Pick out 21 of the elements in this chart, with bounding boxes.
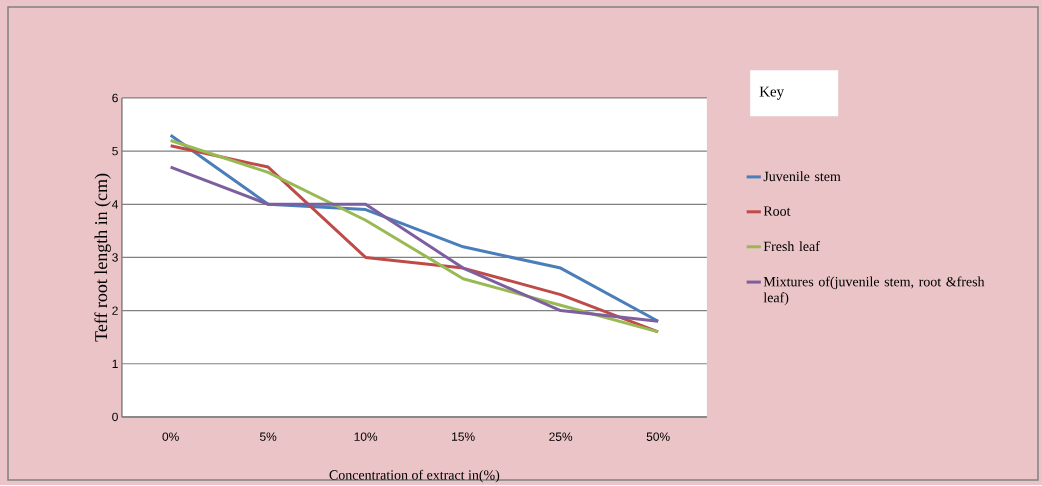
legend-label: Juvenile stem	[763, 171, 841, 182]
x-axis-title: Concentration of extract in(%)	[329, 469, 500, 483]
x-tick-label: 50%	[646, 432, 670, 441]
x-tick-label: 0%	[162, 432, 179, 441]
y-tick-label: 3	[112, 253, 118, 262]
legend-title: Key	[759, 86, 785, 100]
x-tick-label: 15%	[452, 432, 475, 441]
legend-label: Fresh leaf	[763, 241, 820, 252]
x-tick-label: 5%	[259, 432, 277, 441]
y-tick-label: 1	[112, 359, 118, 368]
y-tick-label: 2	[112, 306, 118, 315]
x-tick-label: 25%	[549, 432, 573, 441]
line-series	[169, 165, 660, 323]
x-tick-label: 10%	[354, 432, 378, 441]
y-axis-title: Teff root length in (cm)	[94, 173, 111, 342]
y-tick-label: 0	[112, 412, 118, 422]
legend-label: Mixtures of(juvenile stem, root &fresh leaf)	[763, 276, 985, 306]
y-tick-label: 4	[112, 200, 119, 209]
y-tick-label: 6	[112, 93, 118, 103]
y-tick-label: 5	[112, 147, 118, 156]
legend-label: Root	[763, 206, 791, 216]
